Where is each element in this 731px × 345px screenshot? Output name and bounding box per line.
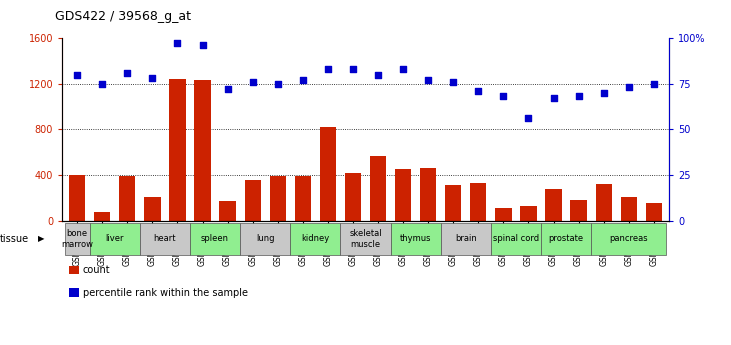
Text: prostate: prostate	[548, 234, 583, 244]
Bar	[64, 223, 90, 255]
Text: percentile rank within the sample: percentile rank within the sample	[83, 288, 248, 297]
Point	[272, 81, 284, 87]
Point	[423, 77, 434, 83]
Bar	[290, 223, 341, 255]
Bar	[495, 208, 512, 221]
Bar	[545, 189, 561, 221]
Bar	[370, 156, 386, 221]
Text: thymus: thymus	[400, 234, 431, 244]
Text: spinal cord: spinal cord	[493, 234, 539, 244]
Point	[197, 42, 208, 48]
Point	[347, 66, 359, 72]
Bar	[270, 176, 286, 221]
Point	[548, 96, 559, 101]
Bar	[119, 176, 135, 221]
Point	[623, 85, 635, 90]
Text: bone
marrow: bone marrow	[61, 229, 93, 249]
Point	[648, 81, 659, 87]
Bar	[319, 127, 336, 221]
Point	[72, 72, 83, 77]
Text: kidney: kidney	[301, 234, 330, 244]
Point	[598, 90, 610, 96]
Text: ▶: ▶	[38, 234, 45, 244]
Point	[322, 66, 334, 72]
Bar	[570, 200, 587, 221]
Bar	[645, 203, 662, 221]
Bar	[591, 223, 667, 255]
Text: brain: brain	[455, 234, 477, 244]
Point	[573, 94, 585, 99]
Bar	[140, 223, 190, 255]
Text: tissue: tissue	[0, 234, 29, 244]
Point	[447, 79, 459, 85]
Bar	[395, 169, 412, 221]
Point	[523, 116, 534, 121]
Bar	[219, 201, 236, 221]
Point	[146, 76, 158, 81]
Point	[247, 79, 259, 85]
Text: skeletal
muscle: skeletal muscle	[349, 229, 382, 249]
Bar	[240, 223, 290, 255]
Text: heart: heart	[154, 234, 176, 244]
Text: pancreas: pancreas	[610, 234, 648, 244]
Point	[498, 94, 510, 99]
Bar	[390, 223, 441, 255]
Bar	[245, 180, 261, 221]
Text: count: count	[83, 265, 110, 275]
Bar	[94, 212, 110, 221]
Bar	[621, 197, 637, 221]
Bar	[596, 184, 612, 221]
Point	[372, 72, 384, 77]
Text: GDS422 / 39568_g_at: GDS422 / 39568_g_at	[55, 10, 191, 23]
Bar	[170, 79, 186, 221]
Point	[96, 81, 108, 87]
Point	[221, 86, 233, 92]
Bar	[144, 197, 161, 221]
Bar	[491, 223, 541, 255]
Bar	[341, 223, 390, 255]
Bar	[541, 223, 591, 255]
Text: liver: liver	[105, 234, 124, 244]
Text: lung: lung	[256, 234, 274, 244]
Bar	[470, 183, 486, 221]
Bar	[194, 80, 211, 221]
Bar	[441, 223, 491, 255]
Bar	[190, 223, 240, 255]
Bar	[445, 185, 461, 221]
Text: spleen: spleen	[201, 234, 229, 244]
Point	[121, 70, 133, 76]
Bar	[90, 223, 140, 255]
Bar	[420, 168, 436, 221]
Bar	[69, 175, 86, 221]
Point	[172, 41, 183, 46]
Bar	[520, 206, 537, 221]
Bar	[295, 176, 311, 221]
Point	[472, 88, 484, 94]
Point	[397, 66, 409, 72]
Bar	[345, 174, 361, 221]
Point	[297, 77, 308, 83]
